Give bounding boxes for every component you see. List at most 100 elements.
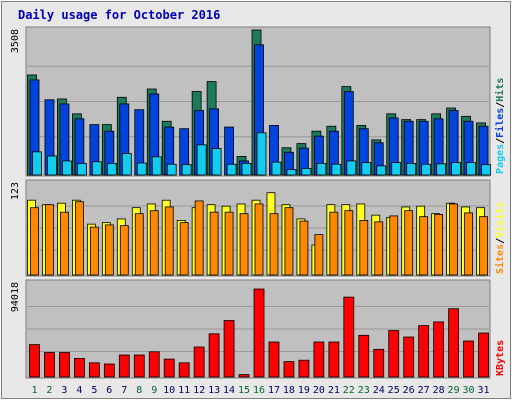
bar-sites-day-15 [239,213,249,276]
x-tick-label-31: 31 [477,385,489,396]
x-tick-label-30: 30 [463,385,475,396]
x-tick-label-2: 2 [46,385,52,396]
bar-sites-day-23 [359,219,369,276]
bar-kbytes-day-31 [478,332,489,378]
bar-sites-day-12 [194,200,204,276]
x-tick-label-22: 22 [343,385,355,396]
bar-kbytes-day-16 [253,288,265,378]
bar-pages-day-28 [436,163,447,176]
bar-pages-day-5 [91,161,102,176]
side-label: Pages/Files/Hits [494,78,506,174]
x-tick-label-16: 16 [253,385,265,396]
bar-kbytes-day-7 [118,354,130,378]
y-max-label: 94018 [10,282,21,312]
x-tick-label-23: 23 [358,385,370,396]
bar-pages-day-10 [166,163,177,176]
legend-separator: / [495,102,506,108]
bar-pages-day-2 [47,155,57,176]
bar-sites-day-29 [449,203,458,276]
bar-sites-day-26 [404,210,414,276]
x-tick-label-29: 29 [448,385,460,396]
bar-kbytes-day-28 [433,321,445,378]
x-tick-label-24: 24 [373,385,385,396]
bar-sites-day-14 [224,211,234,276]
bar-kbytes-day-20 [313,341,325,378]
x-tick-label-11: 11 [178,385,190,396]
bar-kbytes-day-23 [358,334,370,378]
bar-sites-day-17 [269,213,279,276]
x-tick-label-17: 17 [268,385,280,396]
bar-pages-day-12 [196,144,207,176]
bar-pages-day-8 [136,162,147,176]
bar-sites-day-5 [89,226,99,276]
bar-kbytes-day-11 [178,362,190,378]
y-max-label: 3508 [10,29,21,53]
bar-kbytes-day-10 [163,358,175,378]
bar-sites-day-18 [284,207,294,276]
bar-sites-day-3 [60,211,69,276]
bar-kbytes-day-6 [103,363,115,378]
bar-sites-day-9 [149,210,159,276]
x-tick-label-13: 13 [208,385,220,396]
x-tick-label-6: 6 [106,385,112,396]
bar-sites-day-11 [179,222,189,276]
legend-kbytes: KBytes [495,340,506,376]
bar-kbytes-day-4 [74,358,85,378]
bar-pages-day-24 [376,165,387,176]
bar-pages-day-31 [481,164,491,176]
legend-separator: / [495,138,506,144]
bar-kbytes-day-3 [59,352,70,378]
bar-kbytes-day-26 [403,336,415,378]
bar-sites-day-20 [314,234,324,276]
bar-kbytes-day-29 [448,308,459,378]
bar-pages-day-22 [346,160,357,176]
bar-kbytes-day-13 [208,333,220,378]
bar-pages-day-14 [226,163,237,176]
side-label: Sites/Visits [494,202,506,274]
bar-pages-day-17 [271,161,282,176]
bar-pages-day-3 [62,160,72,176]
bar-pages-day-7 [121,153,132,176]
bar-sites-day-19 [299,220,309,276]
bar-sites-day-13 [209,211,219,276]
bar-sites-day-4 [75,201,84,276]
bar-kbytes-day-1 [29,344,40,378]
bar-kbytes-day-22 [343,296,355,378]
bar-pages-day-6 [106,163,117,176]
legend-visits: Visits [494,202,506,238]
bar-kbytes-day-27 [418,325,430,378]
bar-sites-day-6 [104,224,114,276]
bar-pages-day-30 [466,162,476,176]
bar-kbytes-day-18 [283,361,295,378]
y-max-label: 123 [10,182,21,200]
legend-pages: Pages [495,144,506,174]
bar-sites-day-8 [134,213,144,276]
bar-pages-day-13 [211,148,222,176]
bar-pages-day-25 [391,162,402,176]
x-tick-label-18: 18 [283,385,295,396]
bar-kbytes-day-30 [463,340,474,378]
bar-pages-day-1 [32,151,42,176]
bar-pages-day-26 [406,163,417,176]
legend-sites: Sites [494,244,506,274]
side-label: KBytes [495,340,506,376]
bar-sites-day-27 [419,216,429,276]
x-tick-label-15: 15 [238,385,250,396]
bar-sites-day-10 [164,206,174,276]
bar-kbytes-day-5 [88,362,100,378]
x-tick-label-21: 21 [328,385,340,396]
x-tick-label-10: 10 [163,385,175,396]
bar-kbytes-day-2 [44,352,55,378]
x-tick-label-20: 20 [313,385,325,396]
x-tick-label-26: 26 [403,385,415,396]
bar-pages-day-4 [77,163,87,176]
x-tick-label-9: 9 [151,385,157,396]
bar-kbytes-day-12 [193,346,205,378]
bar-kbytes-day-8 [133,354,145,378]
bar-sites-day-28 [434,214,444,276]
bar-sites-day-16 [254,203,264,276]
bar-kbytes-day-25 [388,330,400,378]
